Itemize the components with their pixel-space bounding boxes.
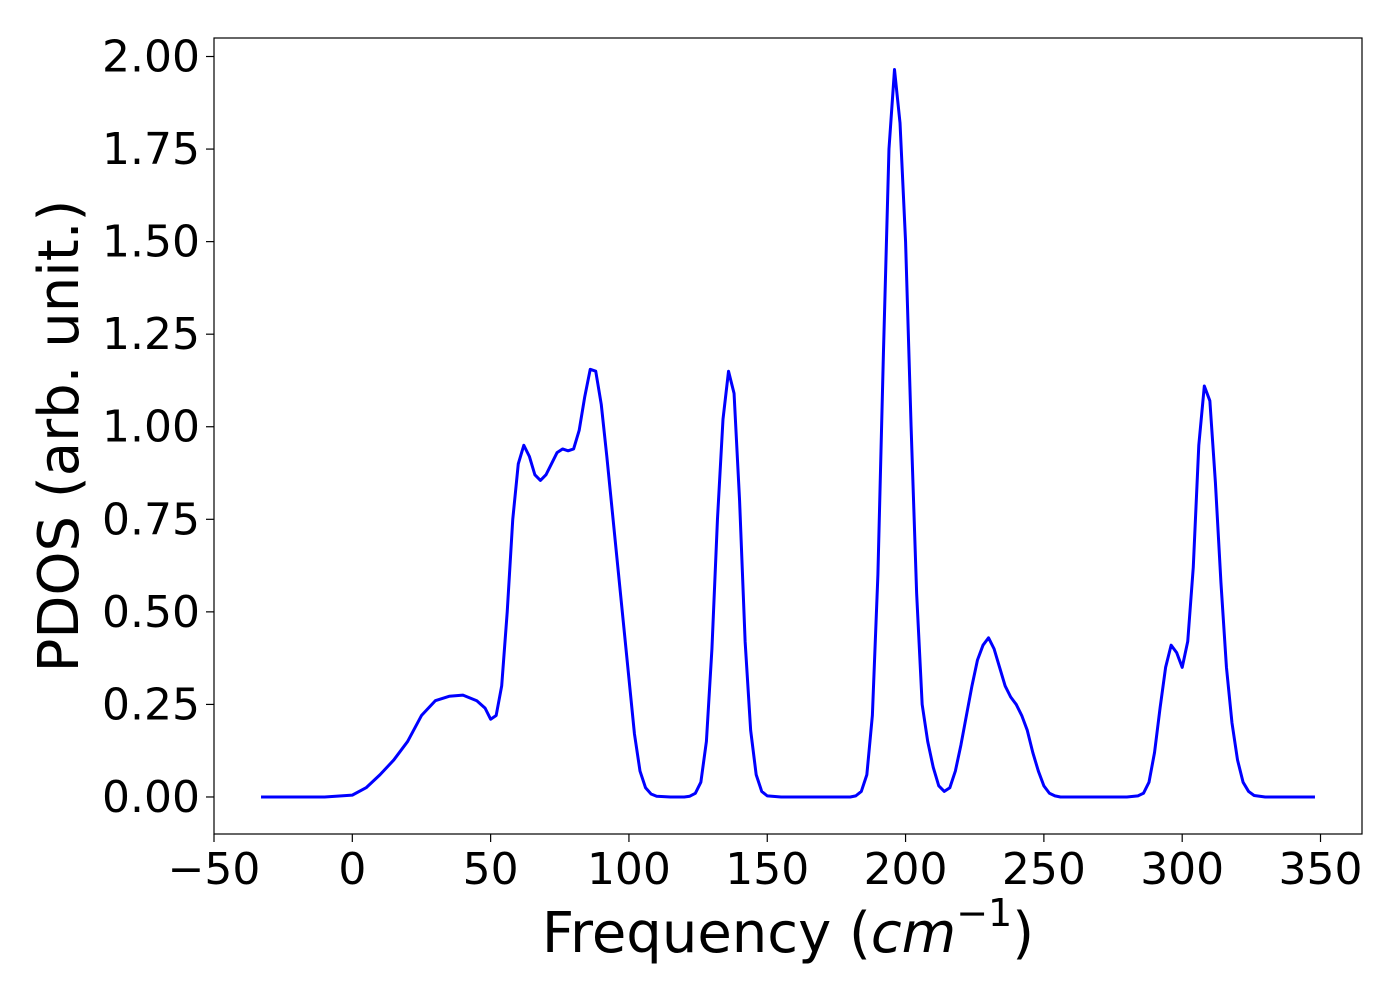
x-tick-label: −50 — [168, 844, 261, 895]
y-tick-label: 1.25 — [102, 309, 200, 360]
x-axis-ticks: −50 0 50 100 150 200 250 300 350 — [168, 834, 1363, 895]
y-tick-label: 0.25 — [102, 679, 200, 730]
x-axis-title: Frequency (cm−1) — [542, 891, 1034, 966]
x-tick-label: 200 — [864, 844, 948, 895]
x-tick-label: 50 — [463, 844, 519, 895]
axes-frame — [213, 37, 1363, 835]
x-tick-label: 250 — [1002, 844, 1086, 895]
x-tick-label: 0 — [338, 844, 366, 895]
pdos-series-line-0 — [261, 67, 1315, 799]
x-axis-title-text: Frequency ( — [542, 901, 871, 966]
plot-area — [261, 67, 1315, 799]
x-axis-title-unit: cm — [871, 901, 956, 966]
y-tick-label: 0.50 — [102, 587, 200, 638]
y-tick-label: 1.00 — [102, 402, 200, 453]
x-axis-title-close: ) — [1012, 901, 1034, 966]
y-axis-title: PDOS (arb. unit.) — [27, 200, 92, 673]
y-tick-label: 0.00 — [102, 772, 200, 823]
y-axis-ticks: 0.00 0.25 0.50 0.75 1.00 1.25 1.50 1.75 2.00 — [102, 32, 214, 823]
x-tick-label: 300 — [1140, 844, 1224, 895]
y-tick-label: 2.00 — [102, 32, 200, 83]
y-tick-label: 0.75 — [102, 494, 200, 545]
y-tick-label: 1.75 — [102, 124, 200, 175]
x-axis-title-exponent: −1 — [956, 891, 1012, 935]
x-tick-label: 150 — [725, 844, 809, 895]
x-tick-label: 350 — [1279, 844, 1363, 895]
x-tick-label: 100 — [587, 844, 671, 895]
y-tick-label: 1.50 — [102, 217, 200, 268]
